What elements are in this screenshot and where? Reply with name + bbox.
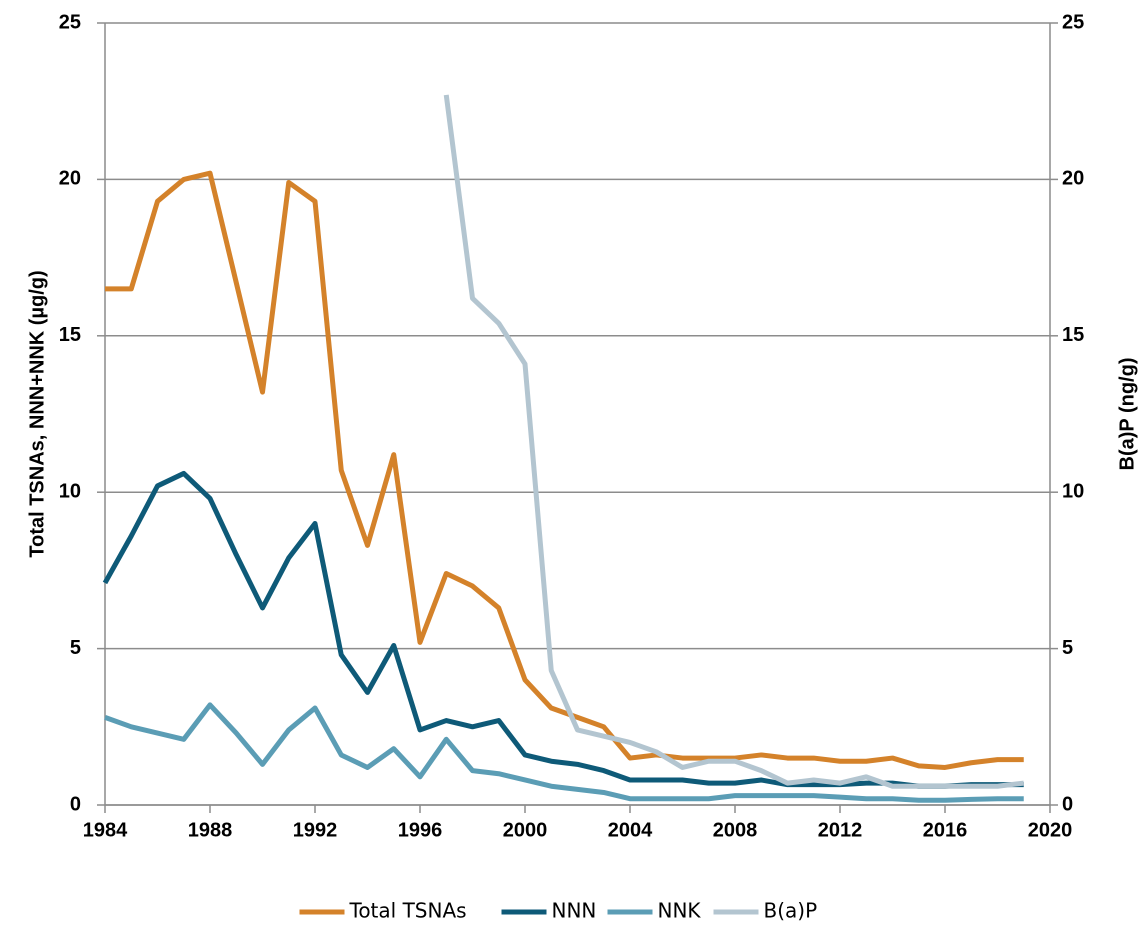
series-line [443, 94, 1025, 789]
x-tick-label: 1996 [398, 819, 443, 841]
y-axis-label: Total TSNAs, NNN+NNK (µg/g) [26, 270, 48, 557]
y2-tick-label: 25 [1062, 11, 1084, 33]
x-tick-label: 2004 [608, 819, 653, 841]
legend-label: B(a)P [764, 899, 818, 923]
legend-label: NNN [552, 899, 597, 923]
y-tick-label: 0 [70, 793, 81, 815]
y2-tick-label: 20 [1062, 168, 1084, 190]
y2-tick-label: 10 [1062, 480, 1084, 502]
series-line [104, 702, 1024, 803]
y-tick-label: 25 [59, 11, 81, 33]
series-line [102, 470, 1024, 789]
x-tick-label: 2000 [503, 819, 548, 841]
x-tick-label: 1984 [83, 819, 128, 841]
x-tick-label: 1992 [293, 819, 338, 841]
legend-label: Total TSNAs [349, 899, 467, 923]
legend-label: NNK [658, 899, 702, 923]
y2-tick-label: 15 [1062, 324, 1084, 346]
x-tick-label: 1988 [188, 819, 233, 841]
x-tick-label: 2020 [1028, 819, 1073, 841]
x-tick-label: 2012 [818, 819, 863, 841]
y-tick-label: 10 [59, 480, 81, 502]
y-tick-label: 5 [70, 637, 81, 659]
y2-tick-label: 5 [1062, 637, 1073, 659]
x-tick-label: 2016 [923, 819, 968, 841]
y-tick-label: 15 [59, 324, 81, 346]
x-tick-label: 2008 [713, 819, 758, 841]
y-tick-label: 20 [59, 168, 81, 190]
series-line [105, 170, 1024, 770]
y2-tick-label: 0 [1062, 793, 1073, 815]
y2-axis-label: B(a)P (ng/g) [1116, 358, 1138, 471]
